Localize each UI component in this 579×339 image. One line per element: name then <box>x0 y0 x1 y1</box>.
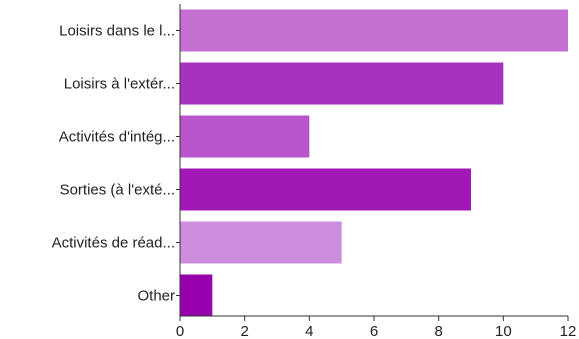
category-label: Activités de réad... <box>52 235 175 252</box>
category-label: Activités d'intég... <box>59 129 175 146</box>
bar <box>180 115 310 158</box>
category-label: Other <box>137 288 175 305</box>
x-tick-label: 6 <box>370 323 378 339</box>
x-axis: 0 2 4 6 8 10 12 <box>176 4 577 339</box>
x-tick-label: 0 <box>176 323 184 339</box>
category-labels: Loisirs dans le l... Loisirs à l'extér...… <box>52 23 175 305</box>
bar <box>180 274 213 317</box>
x-tick-label: 10 <box>495 323 512 339</box>
bar <box>180 62 504 105</box>
bar <box>180 9 568 52</box>
x-tick-label: 12 <box>560 323 577 339</box>
x-tick-label: 4 <box>305 323 313 339</box>
bars-layer <box>180 9 568 317</box>
bar <box>180 168 471 211</box>
category-label: Sorties (à l'exté... <box>60 182 175 199</box>
category-label: Loisirs à l'extér... <box>64 76 175 93</box>
x-tick-label: 8 <box>434 323 442 339</box>
category-label: Loisirs dans le l... <box>59 23 175 40</box>
bar <box>180 221 342 264</box>
x-tick-label: 2 <box>240 323 248 339</box>
